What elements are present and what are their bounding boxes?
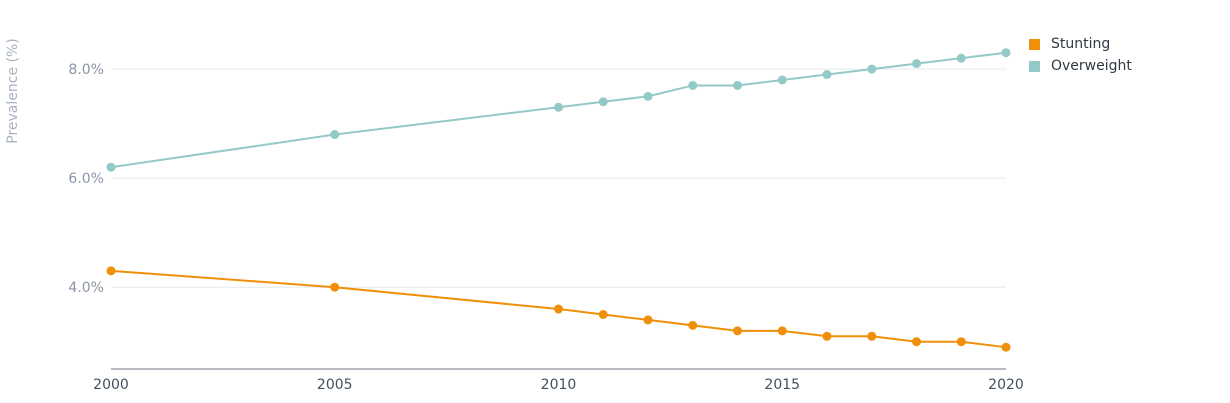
overweight-point[interactable] xyxy=(598,97,608,107)
stunting-point[interactable] xyxy=(554,304,563,314)
stunting-point[interactable] xyxy=(643,315,653,325)
overweight-point[interactable] xyxy=(867,64,877,74)
stunting-point[interactable] xyxy=(688,320,698,330)
y-axis-ticks: 4.0% 6.0% 8.0% xyxy=(68,62,104,296)
x-tick-label: 2005 xyxy=(317,377,353,393)
y-tick-label: 4.0% xyxy=(68,280,104,296)
series-layer xyxy=(106,48,1011,352)
overweight-point[interactable] xyxy=(554,102,563,112)
y-axis-title: Prevalence (%) xyxy=(5,38,21,144)
overweight-point[interactable] xyxy=(1001,48,1011,58)
overweight-point[interactable] xyxy=(912,59,921,69)
stunting-point[interactable] xyxy=(912,337,921,347)
legend-item-overweight[interactable]: Overweight xyxy=(1029,55,1132,77)
legend-swatch xyxy=(1029,60,1040,72)
legend-label: Stunting xyxy=(1051,36,1111,52)
y-tick-label: 6.0% xyxy=(68,171,104,187)
stunting-point[interactable] xyxy=(822,331,832,341)
overweight-point[interactable] xyxy=(643,91,653,101)
stunting-point[interactable] xyxy=(867,331,877,341)
stunting-point[interactable] xyxy=(1001,342,1011,352)
series-overweight xyxy=(106,48,1011,172)
overweight-point[interactable] xyxy=(822,70,832,80)
x-tick-label: 2000 xyxy=(93,377,129,393)
legend: Stunting Overweight xyxy=(1029,33,1132,77)
x-axis: 2000 2005 2010 2015 2020 xyxy=(93,368,1024,393)
overweight-point[interactable] xyxy=(733,80,742,90)
stunting-point[interactable] xyxy=(330,282,340,292)
overweight-point[interactable] xyxy=(956,53,966,63)
legend-item-stunting[interactable]: Stunting xyxy=(1029,33,1132,55)
overweight-point[interactable] xyxy=(688,80,698,90)
x-tick-label: 2010 xyxy=(541,377,577,393)
stunting-point[interactable] xyxy=(598,309,608,319)
overweight-point[interactable] xyxy=(330,130,340,140)
grid-lines xyxy=(111,68,1006,288)
stunting-point[interactable] xyxy=(777,326,787,336)
stunting-point[interactable] xyxy=(733,326,742,336)
overweight-point[interactable] xyxy=(106,162,116,172)
x-tick-label: 2020 xyxy=(988,377,1024,393)
stunting-point[interactable] xyxy=(956,337,966,347)
overweight-point[interactable] xyxy=(777,75,787,85)
y-tick-label: 8.0% xyxy=(68,62,104,78)
legend-swatch xyxy=(1029,38,1040,50)
series-stunting xyxy=(106,266,1011,352)
legend-label: Overweight xyxy=(1051,58,1132,74)
stunting-point[interactable] xyxy=(106,266,116,276)
x-tick-label: 2015 xyxy=(764,377,800,393)
